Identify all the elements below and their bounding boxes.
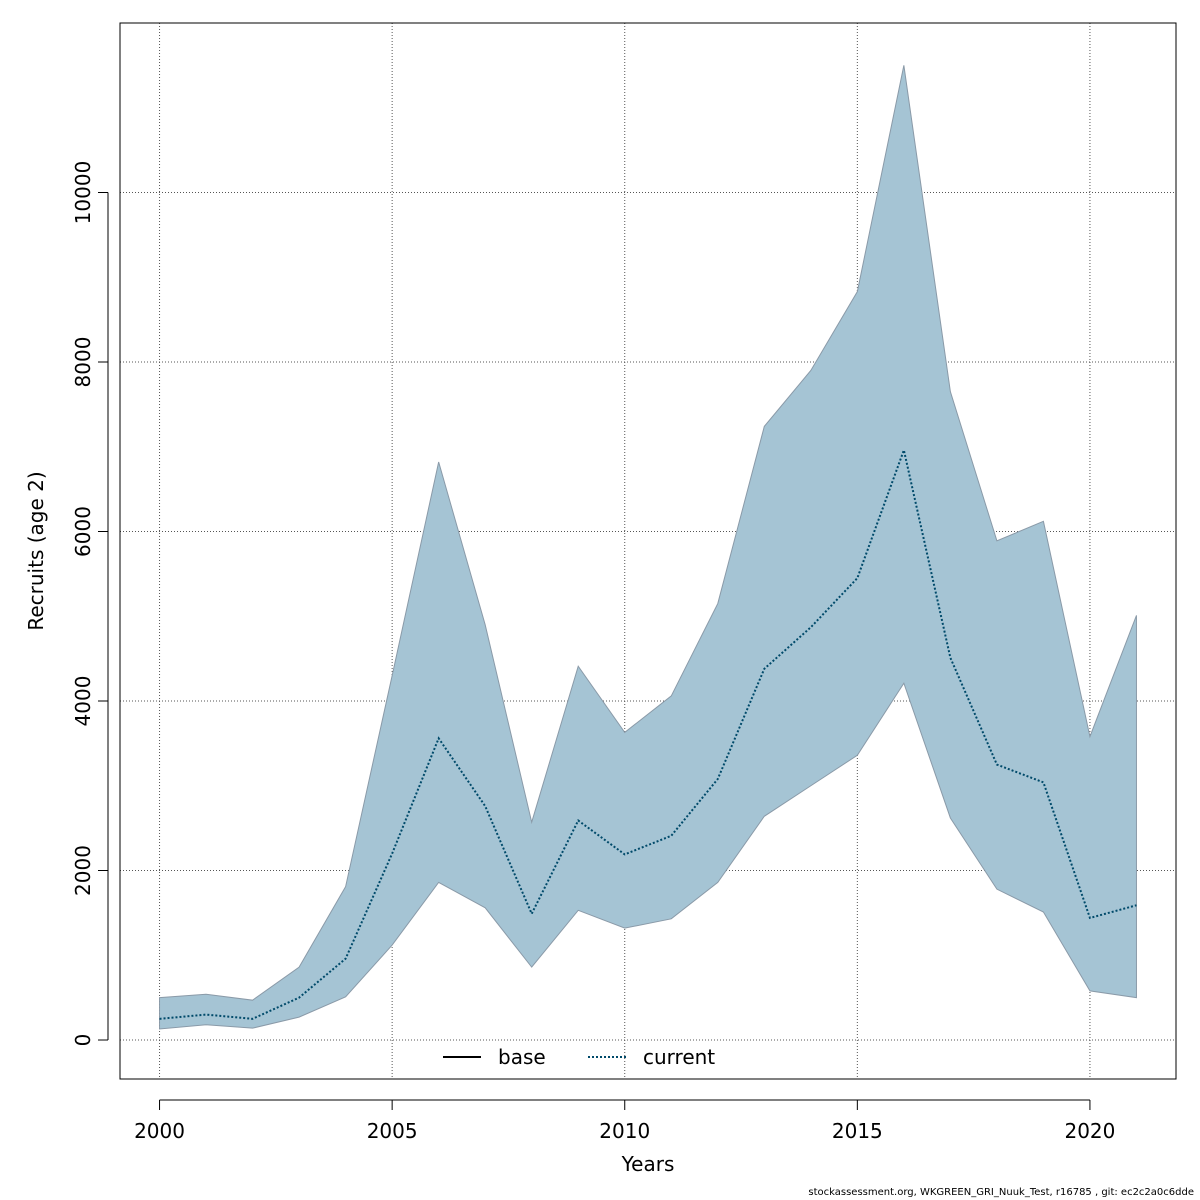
- plot-frame: [119, 22, 1177, 1080]
- legend-label-base: base: [498, 1045, 546, 1069]
- confidence-band: [159, 65, 1137, 1030]
- confidence-band-layer: [159, 65, 1137, 1030]
- y-tick-label: 10000: [71, 161, 95, 225]
- legend: base current: [443, 1045, 715, 1069]
- y-axis-title: Recruits (age 2): [24, 471, 48, 630]
- x-tick-label: 2005: [367, 1119, 418, 1143]
- y-tick-label: 4000: [71, 676, 95, 727]
- x-tick-label: 2010: [599, 1119, 650, 1143]
- legend-label-current: current: [643, 1045, 715, 1069]
- x-tick-label: 2020: [1064, 1119, 1115, 1143]
- y-tick-label: 8000: [71, 337, 95, 388]
- footer-credit: stockassessment.org, WKGREEN_GRI_Nuuk_Te…: [808, 1187, 1194, 1198]
- x-axis-title: Years: [621, 1152, 675, 1176]
- axis-layer: 2000 2005 2010 2015 2020 0 2000 4000 6000 8000 100…: [71, 161, 1115, 1143]
- x-tick-label: 2000: [134, 1119, 185, 1143]
- x-tick-label: 2015: [832, 1119, 883, 1143]
- y-tick-label: 0: [71, 1034, 95, 1047]
- y-tick-label: 2000: [71, 845, 95, 896]
- y-tick-label: 6000: [71, 506, 95, 557]
